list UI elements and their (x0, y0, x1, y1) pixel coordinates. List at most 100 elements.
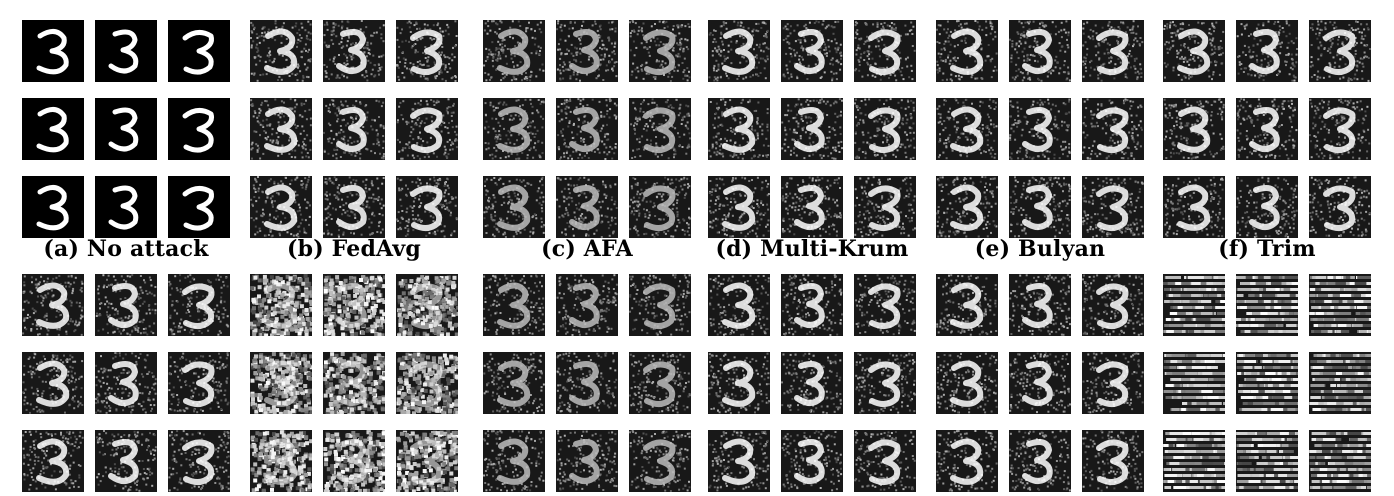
digit-sample-image (483, 20, 545, 82)
digit-sample-image (483, 352, 545, 414)
digit-sample-image (396, 176, 458, 238)
digit-sample-image (483, 430, 545, 492)
digit-sample-image (1163, 274, 1225, 336)
digit-sample-image (250, 20, 312, 82)
digit-sample-image (1009, 20, 1071, 82)
digit-sample-image (95, 98, 157, 160)
digit-sample-image (708, 430, 770, 492)
digit-sample-image (1082, 274, 1144, 336)
image-grid (22, 274, 230, 492)
digit-sample-image (250, 430, 312, 492)
digit-sample-image (629, 430, 691, 492)
panel-fedavg (250, 20, 458, 238)
panel-afa-lower (483, 274, 691, 492)
digit-sample-image (936, 430, 998, 492)
digit-sample-image (95, 20, 157, 82)
image-grid (250, 274, 458, 492)
digit-sample-image (1163, 176, 1225, 238)
caption-d: (d) Multi-Krum (715, 236, 909, 262)
digit-sample-image (22, 352, 84, 414)
digit-sample-image (1309, 20, 1371, 82)
digit-sample-image (396, 20, 458, 82)
panel-no-attack (22, 20, 230, 238)
digit-sample-image (936, 176, 998, 238)
image-grid (936, 20, 1144, 238)
digit-sample-image (1309, 430, 1371, 492)
digit-sample-image (781, 352, 843, 414)
digit-sample-image (483, 274, 545, 336)
digit-sample-image (708, 352, 770, 414)
digit-sample-image (629, 20, 691, 82)
digit-sample-image (936, 352, 998, 414)
digit-sample-image (781, 430, 843, 492)
digit-sample-image (936, 98, 998, 160)
digit-sample-image (168, 430, 230, 492)
panel-no-attack-lower (22, 274, 230, 492)
digit-sample-image (1236, 98, 1298, 160)
digit-sample-image (1236, 176, 1298, 238)
image-grid (1163, 274, 1371, 492)
digit-sample-image (1163, 98, 1225, 160)
digit-sample-image (708, 176, 770, 238)
digit-sample-image (1009, 430, 1071, 492)
digit-sample-image (168, 20, 230, 82)
digit-sample-image (250, 176, 312, 238)
caption-f: (f) Trim (1218, 236, 1316, 262)
digit-sample-image (1309, 274, 1371, 336)
digit-sample-image (1082, 176, 1144, 238)
digit-sample-image (323, 98, 385, 160)
digit-sample-image (1082, 352, 1144, 414)
digit-sample-image (854, 430, 916, 492)
digit-sample-image (22, 176, 84, 238)
image-grid (250, 20, 458, 238)
digit-sample-image (168, 352, 230, 414)
digit-sample-image (708, 274, 770, 336)
digit-sample-image (556, 20, 618, 82)
digit-sample-image (629, 176, 691, 238)
image-grid (483, 274, 691, 492)
digit-sample-image (22, 274, 84, 336)
digit-sample-image (1236, 430, 1298, 492)
digit-sample-image (250, 274, 312, 336)
digit-sample-image (323, 176, 385, 238)
digit-sample-image (1009, 98, 1071, 160)
digit-sample-image (483, 176, 545, 238)
panel-trim-lower (1163, 274, 1371, 492)
digit-sample-image (1236, 352, 1298, 414)
digit-sample-image (250, 352, 312, 414)
digit-sample-image (936, 274, 998, 336)
digit-sample-image (781, 274, 843, 336)
panel-bulyan-lower (936, 274, 1144, 492)
digit-sample-image (556, 274, 618, 336)
digit-sample-image (1082, 20, 1144, 82)
digit-sample-image (1009, 176, 1071, 238)
digit-sample-image (854, 274, 916, 336)
digit-sample-image (323, 274, 385, 336)
digit-sample-image (1163, 430, 1225, 492)
digit-sample-image (168, 274, 230, 336)
digit-sample-image (1236, 274, 1298, 336)
digit-sample-image (168, 176, 230, 238)
image-grid (708, 274, 916, 492)
digit-sample-image (556, 176, 618, 238)
caption-c: (c) AFA (541, 236, 633, 262)
digit-sample-image (629, 274, 691, 336)
digit-sample-image (396, 274, 458, 336)
digit-sample-image (1009, 274, 1071, 336)
digit-sample-image (323, 20, 385, 82)
digit-sample-image (854, 20, 916, 82)
caption-e: (e) Bulyan (974, 236, 1106, 262)
digit-sample-image (629, 352, 691, 414)
digit-sample-image (1309, 98, 1371, 160)
digit-sample-image (1309, 352, 1371, 414)
digit-sample-image (556, 98, 618, 160)
digit-sample-image (396, 430, 458, 492)
digit-sample-image (396, 98, 458, 160)
image-grid (708, 20, 916, 238)
digit-sample-image (1236, 20, 1298, 82)
panel-multi-krum-lower (708, 274, 916, 492)
caption-b: (b) FedAvg (287, 236, 421, 262)
digit-sample-image (95, 352, 157, 414)
caption-a: (a) No attack (43, 236, 209, 262)
digit-sample-image (936, 20, 998, 82)
